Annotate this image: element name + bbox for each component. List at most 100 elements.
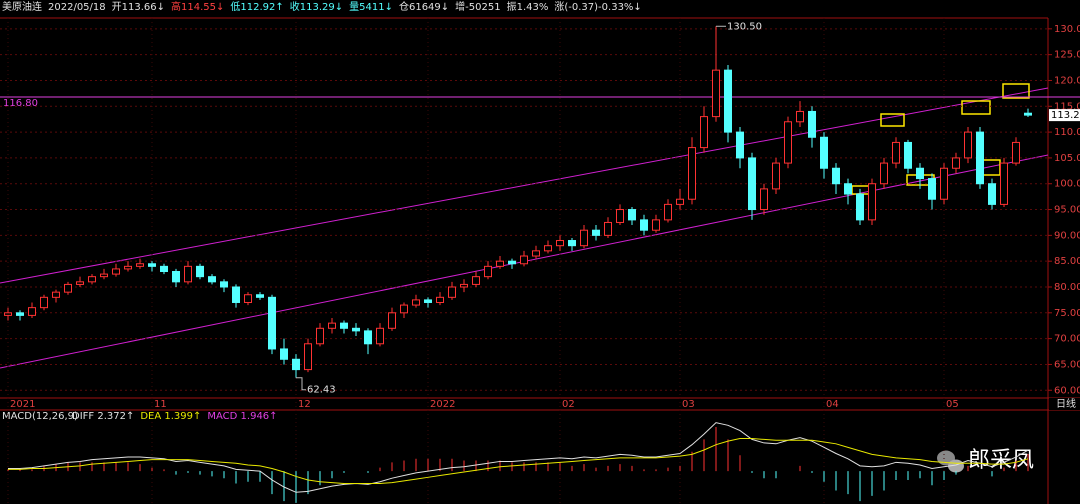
- channel-upper: [0, 87, 1049, 284]
- candle-body: [808, 110, 816, 138]
- candle-body: [832, 167, 840, 185]
- candle-body: [208, 276, 216, 283]
- candle-body: [604, 221, 612, 236]
- y-tick-label: 70.00: [1054, 334, 1080, 345]
- info-item: 涨(-0.37)-0.33%↓: [554, 1, 641, 13]
- candle-body: [988, 183, 996, 205]
- candle-body: [196, 265, 204, 278]
- candle-body: [124, 265, 132, 270]
- candle-body: [316, 327, 324, 345]
- highlight-box: [1002, 83, 1030, 99]
- candle-body: [736, 131, 744, 159]
- candle-body: [592, 229, 600, 236]
- y-tick-label: 75.00: [1054, 308, 1080, 319]
- watermark: 郎采凤: [968, 448, 1034, 473]
- x-tick-label: 05: [946, 399, 959, 410]
- candle-body: [460, 283, 468, 288]
- candle-body: [400, 304, 408, 314]
- highlight-box: [880, 113, 905, 127]
- candle-body: [340, 322, 348, 329]
- y-tick-label: 90.00: [1054, 230, 1080, 241]
- y-tick-label: 130.00: [1054, 24, 1080, 35]
- candle-body: [784, 121, 792, 164]
- candle-body: [976, 131, 984, 185]
- period-label: 日线: [1056, 397, 1076, 410]
- info-item: 量5411↓: [349, 1, 393, 13]
- candle-body: [664, 203, 672, 221]
- candle-body: [292, 358, 300, 371]
- period-box: [1049, 398, 1080, 410]
- annotation-leader: [296, 377, 306, 391]
- candle-body: [256, 294, 264, 298]
- candle-body: [1000, 162, 1008, 205]
- candle-body: [160, 265, 168, 273]
- x-tick-label: 12: [298, 399, 311, 410]
- candle-body: [700, 116, 708, 149]
- x-tick-label: 04: [826, 399, 839, 410]
- candle-body: [100, 273, 108, 278]
- candle-body: [712, 69, 720, 118]
- candle-body: [232, 286, 240, 303]
- candle-body: [172, 271, 180, 283]
- candle-body: [412, 299, 420, 306]
- info-item: 2022/05/18: [48, 2, 106, 13]
- candle-body: [424, 299, 432, 303]
- candle-body: [928, 178, 936, 200]
- candle-body: [352, 327, 360, 332]
- candle-body: [640, 219, 648, 231]
- macd-label: MACD 1.946↑: [207, 411, 277, 422]
- candle-body: [628, 209, 636, 221]
- candle-body: [244, 294, 252, 303]
- candle-body: [796, 110, 804, 123]
- candle-body: [28, 307, 36, 316]
- x-tick-label: 02: [562, 399, 575, 410]
- info-item: 仓61649↓: [399, 0, 449, 13]
- y-tick-label: 95.00: [1054, 205, 1080, 216]
- candle-body: [508, 260, 516, 265]
- candle-body: [880, 162, 888, 185]
- last-price-label: 113.29: [1051, 110, 1080, 121]
- candle-body: [448, 286, 456, 298]
- candle-body: [304, 343, 312, 371]
- candle-body: [4, 312, 12, 316]
- candle-body: [148, 263, 156, 267]
- y-tick-label: 120.00: [1054, 75, 1080, 86]
- candle-body: [904, 141, 912, 169]
- candle-body: [652, 219, 660, 231]
- candle-body: [616, 209, 624, 223]
- candle-body: [724, 69, 732, 133]
- candle-body: [772, 162, 780, 190]
- macd-line: [8, 438, 1029, 484]
- y-tick-label: 60.00: [1054, 385, 1080, 396]
- candle-body: [364, 330, 372, 345]
- level-label: 116.80: [3, 98, 38, 109]
- candle-body: [856, 193, 864, 221]
- candle-body: [688, 147, 696, 200]
- candle-body: [136, 263, 144, 267]
- y-tick-label: 115.00: [1054, 101, 1080, 112]
- info-item: 增-50251: [455, 0, 500, 13]
- candle-body: [1024, 112, 1032, 116]
- candle-body: [472, 276, 480, 285]
- candle-body: [16, 312, 24, 316]
- candle-body: [184, 265, 192, 283]
- macd-title: MACD(12,26,9): [2, 411, 78, 422]
- highlight-box: [961, 100, 991, 115]
- candle-body: [436, 296, 444, 303]
- candle-body: [268, 296, 276, 350]
- candle-body: [916, 167, 924, 180]
- candle-body: [496, 260, 504, 267]
- candle-body: [88, 276, 96, 283]
- candle-body: [748, 157, 756, 211]
- y-tick-label: 85.00: [1054, 256, 1080, 267]
- candle-body: [484, 265, 492, 278]
- last-price-tag: [1049, 109, 1080, 122]
- macd-label: DIFF 2.372↑: [72, 411, 134, 422]
- candle-body: [52, 291, 60, 298]
- candle-body: [580, 229, 588, 247]
- info-item: 高114.55↓: [171, 0, 224, 13]
- macd-line: [8, 422, 1029, 493]
- x-tick-label: 2021: [10, 399, 35, 410]
- candle-body: [40, 296, 48, 309]
